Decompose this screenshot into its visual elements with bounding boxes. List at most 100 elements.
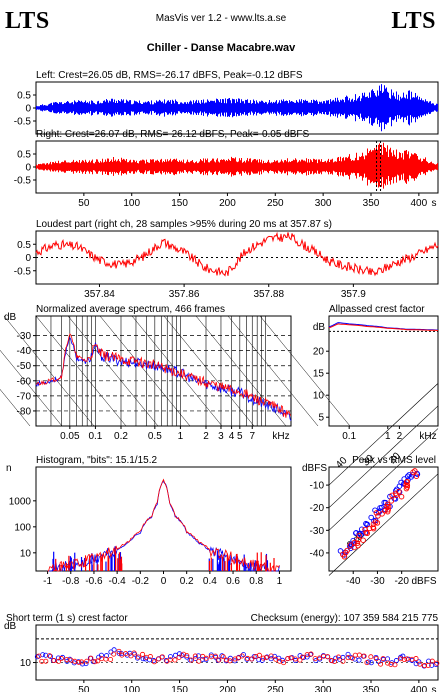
waveform-right-tick-label: 300 [315, 198, 332, 209]
lts-logo-left: LTS [5, 8, 50, 34]
histogram-tick-label: -0.8 [62, 576, 80, 587]
short-term-crest-tick-label: 300 [315, 685, 332, 692]
peak-vs-rms-point [384, 508, 391, 515]
peak-vs-rms-y-unit: dBFS [302, 463, 327, 474]
peak-vs-rms-point [392, 490, 399, 497]
short-term-crest-point [176, 654, 182, 660]
short-term-crest-point [380, 656, 386, 662]
short-term-crest-point [279, 657, 285, 663]
histogram-tick-label: -0.4 [109, 576, 127, 587]
short-term-crest-point [103, 656, 109, 662]
short-term-crest-point [135, 654, 141, 660]
short-term-crest-point [416, 659, 422, 665]
short-term-crest-point [116, 648, 122, 654]
peak-vs-rms-crest-line [328, 405, 439, 508]
short-term-crest-point [43, 658, 49, 664]
waveform-right-tick-label: 350 [363, 198, 380, 209]
short-term-crest-point [304, 654, 310, 660]
short-term-crest-point [83, 661, 89, 667]
short-term-crest-point [393, 658, 399, 664]
loudest-part-tick-label: 357.9 [341, 289, 366, 300]
peak-vs-rms-point [354, 540, 361, 546]
spectrum-x-unit: kHz [272, 431, 289, 442]
spectrum-tick-label: 0.1 [88, 431, 102, 442]
short-term-crest-point [281, 660, 287, 666]
short-term-crest-point [227, 658, 233, 664]
loudest-part-tick-label: 0 [25, 253, 31, 264]
short-term-crest-point [404, 656, 410, 662]
short-term-crest-point [216, 657, 222, 663]
peak-vs-rms-point [405, 473, 411, 479]
short-term-crest-point [392, 662, 398, 668]
spectrum-tick-label: 5 [237, 431, 243, 442]
short-term-crest-point [104, 653, 110, 659]
peak-vs-rms-point [412, 468, 418, 474]
short-term-crest-point [297, 657, 303, 663]
short-term-crest-point [235, 655, 241, 661]
short-term-crest-point [378, 661, 384, 667]
short-term-crest-point [159, 654, 165, 660]
allpassed-crest-series-line [328, 323, 439, 331]
peak-vs-rms-point [356, 530, 363, 537]
short-term-crest-point [276, 655, 282, 661]
allpassed-crest-x-unit: kHz [419, 431, 436, 442]
spectrum-tick-label: 0.5 [148, 431, 162, 442]
peak-vs-rms-point [340, 551, 346, 558]
short-term-crest-point [111, 647, 117, 653]
loudest-part-title: Loudest part (right ch, 28 samples >95% … [36, 219, 332, 230]
spectrum-tick-label: -50 [17, 361, 32, 372]
loudest-part-tick-label: 0.5 [17, 240, 31, 251]
peak-vs-rms-crest-line [328, 428, 439, 531]
short-term-crest-point [92, 659, 98, 665]
spectrum-slope-line [67, 315, 159, 427]
waveform-right-tick-label: -0.5 [14, 176, 32, 187]
waveform-left-tick-label: 0 [25, 104, 31, 115]
waveform-right-tick-label: 150 [171, 198, 188, 209]
histogram-series-line [47, 481, 280, 573]
histogram-tick-label: 0.8 [249, 576, 263, 587]
short-term-crest-point [203, 655, 209, 661]
short-term-crest-point [373, 656, 379, 662]
peak-vs-rms-crest-label: 40 [334, 455, 350, 471]
short-term-crest-point [328, 658, 334, 664]
peak-vs-rms-tick-label: -30 [310, 526, 325, 537]
short-term-crest-point [317, 655, 323, 661]
peak-vs-rms-point [355, 542, 361, 549]
short-term-crest-point [67, 656, 73, 662]
short-term-crest-point [192, 655, 198, 661]
peak-vs-rms-point [353, 530, 359, 536]
peak-vs-rms-point [363, 529, 370, 536]
short-term-crest-point [36, 653, 42, 659]
allpassed-crest-tick-label: 5 [318, 413, 324, 424]
short-term-crest-point [364, 660, 370, 666]
waveform-right-wave [36, 142, 438, 189]
waveform-left-wave [36, 84, 438, 132]
waveform-left-title: Left: Crest=26.05 dB, RMS=-26.17 dBFS, P… [36, 70, 303, 81]
waveform-right-tick-label: 0.5 [17, 150, 31, 161]
peak-vs-rms-frame [328, 466, 439, 572]
short-term-crest-point [345, 651, 351, 657]
short-term-crest-point [135, 655, 141, 661]
short-term-crest-point [108, 656, 114, 662]
short-term-crest-point [151, 659, 157, 665]
short-term-crest-point [401, 657, 407, 663]
short-term-crest-point [167, 657, 173, 663]
short-term-crest-point [268, 653, 274, 659]
loudest-part-tick-label: -0.5 [14, 266, 32, 277]
spectrum-tick-label: 0.2 [114, 431, 128, 442]
short-term-crest-point [292, 656, 298, 662]
histogram-tick-label: 1000 [9, 496, 32, 507]
short-term-crest-point [268, 656, 274, 662]
waveform-right-tick-label: 100 [123, 198, 140, 209]
spectrum-slope-line [195, 315, 287, 427]
short-term-crest-point [307, 652, 313, 658]
short-term-crest-point [123, 651, 129, 657]
allpassed-crest-tick-label: 1 [385, 431, 391, 442]
short-term-crest-tick-label: 10 [20, 658, 32, 669]
short-term-crest-point [47, 653, 53, 659]
short-term-crest-point [259, 657, 265, 663]
peak-vs-rms-point [398, 493, 405, 500]
histogram-tick-label: -0.6 [85, 576, 103, 587]
spectrum-slope-line [259, 315, 351, 427]
